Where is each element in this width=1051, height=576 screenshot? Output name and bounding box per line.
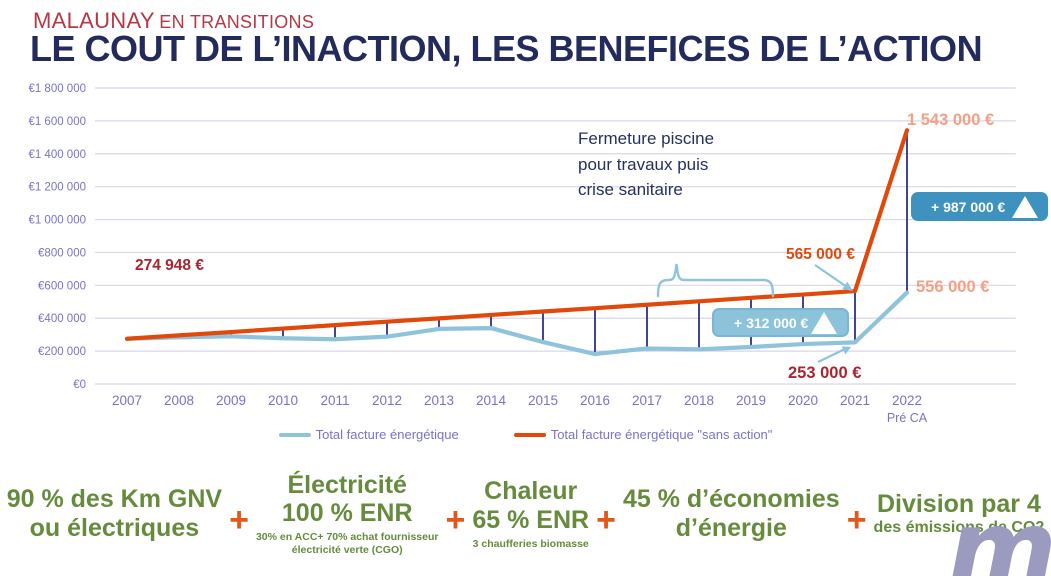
value-label-sans-action-2022: 1 543 000 € <box>907 111 995 129</box>
y-tick-label: €200 000 <box>38 346 86 358</box>
delta-badge-2021-label: + 312 000 € <box>734 314 809 331</box>
action-item-gnv: 90 % des Km GNV ou électriques <box>3 485 226 543</box>
brand-suffix: EN TRANSITIONS <box>159 12 315 32</box>
delta-badge-2021: + 312 000 € <box>712 308 849 337</box>
series-line-facture <box>124 290 910 357</box>
arrow-to-action-2021 <box>817 348 846 363</box>
action-subtitle: 3 chaufferies biomasse <box>472 537 589 550</box>
plus-separator: + <box>846 500 867 539</box>
value-label-sans-action-2021: 565 000 € <box>786 246 855 263</box>
value-label-action-2022: 556 000 € <box>916 278 990 296</box>
x-tick-label: 2019 <box>736 393 766 408</box>
x-tick-label: 2016 <box>580 393 610 408</box>
y-tick-label: €0 <box>73 379 86 391</box>
legend-label: Total facture énergétique <box>315 427 459 442</box>
value-label-2007: 274 948 € <box>135 257 204 274</box>
y-tick-label: €1 400 000 <box>28 149 86 161</box>
action-item-electricite: Électricité 100 % ENR 30% en ACC+ 70% ac… <box>252 471 443 558</box>
plus-separator: + <box>596 500 616 539</box>
x-tick-label: 2007 <box>112 393 142 408</box>
x-tick-label: 2020 <box>788 393 818 408</box>
y-tick-label: €1 600 000 <box>28 116 86 128</box>
chart-legend: Total facture énergétique Total facture … <box>0 427 1051 442</box>
action-title: 90 % des Km GNV ou électriques <box>6 485 223 542</box>
action-title: Chaleur 65 % ENR <box>472 477 590 534</box>
x-tick-label: 2010 <box>268 393 298 408</box>
x-tick-label: 2011 <box>320 393 349 408</box>
brand: MALAUNAY EN TRANSITIONS <box>33 8 314 34</box>
plus-separator: + <box>445 500 466 539</box>
action-subtitle: des émissions de CO2 <box>873 519 1045 537</box>
legend-item-sans-action: Total facture énergétique "sans action" <box>513 427 773 442</box>
arrow-to-sans-action-2021 <box>814 264 848 288</box>
chart-note: Fermeture piscine pour travaux puis cris… <box>578 129 715 199</box>
value-label-action-2021: 253 000 € <box>788 364 862 382</box>
y-tick-label: €1 800 000 <box>28 83 86 95</box>
x-tick-label: 2014 <box>476 393 507 408</box>
plus-separator: + <box>229 500 249 539</box>
action-title: Division par 4 <box>876 489 1041 518</box>
line-swatch-icon <box>513 432 546 437</box>
brace-decoration <box>656 263 775 298</box>
page-title: LE COUT DE L’INACTION, LES BENEFICES DE … <box>30 28 983 69</box>
actions-footer: 90 % des Km GNV ou électriques + Électri… <box>0 452 1051 576</box>
y-tick-label: €400 000 <box>38 313 86 325</box>
y-tick-label: €600 000 <box>38 280 86 292</box>
arrowhead-icon <box>841 346 851 355</box>
action-item-chaleur: Chaleur 65 % ENR 3 chaufferies biomasse <box>468 477 593 551</box>
legend-label: Total facture énergétique "sans action" <box>550 427 773 442</box>
action-title: 45 % d’économies d’énergie <box>622 485 840 542</box>
delta-badge-2022-label: + 987 000 € <box>931 198 1006 215</box>
y-tick-label: €800 000 <box>38 247 86 259</box>
delta-badge-2022: + 987 000 € <box>911 192 1048 221</box>
x-tick-label: 2017 <box>632 393 662 408</box>
series-line-sans-action <box>124 128 910 341</box>
action-title: Électricité 100 % ENR <box>281 470 413 528</box>
x-tick-label: 2021 <box>840 393 870 408</box>
x-tick-label: 2022 <box>892 393 922 408</box>
x-tick-label: 2009 <box>216 393 246 408</box>
y-tick-label: €1 000 000 <box>28 215 86 227</box>
x-tick-label: 2018 <box>684 393 714 408</box>
up-triangle-icon <box>1012 195 1038 218</box>
malaunay-logo: m <box>947 488 1051 576</box>
brand-name: MALAUNAY <box>33 8 155 33</box>
action-subtitle: 30% en ACC+ 70% achat fournisseur électr… <box>255 531 439 557</box>
x-tick-sublabel: Pré CA <box>887 411 928 425</box>
action-item-co2: Division par 4 des émissions de CO2 <box>870 490 1049 539</box>
line-swatch-icon <box>278 432 311 437</box>
y-tick-label: €1 200 000 <box>28 182 86 194</box>
x-tick-label: 2008 <box>164 393 194 408</box>
action-item-economies: 45 % d’économies d’énergie <box>619 485 844 543</box>
x-tick-label: 2013 <box>424 393 454 408</box>
chart-canvas: €1 800 000 €1 600 000 €1 400 000 €1 200 000… <box>28 83 1016 425</box>
x-tick-label: 2012 <box>372 393 402 408</box>
up-triangle-icon <box>811 311 837 334</box>
legend-item-facture: Total facture énergétique <box>278 427 459 442</box>
arrowhead-icon <box>842 281 853 291</box>
x-tick-label: 2015 <box>528 393 558 408</box>
